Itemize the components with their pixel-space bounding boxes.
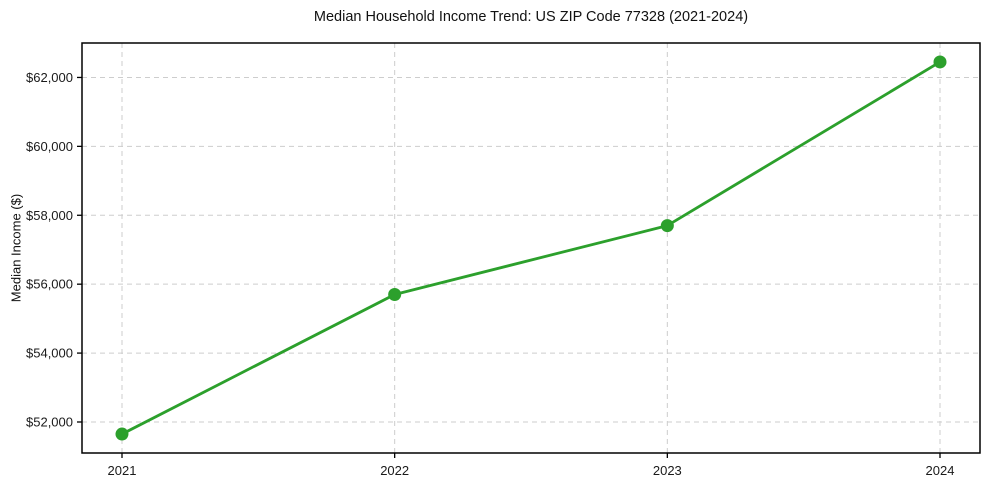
data-point-2021: [115, 427, 129, 441]
y-tick-label: $52,000: [26, 414, 73, 429]
x-tick-label: 2023: [653, 463, 682, 478]
x-tick-label: 2021: [108, 463, 137, 478]
y-tick-label: $58,000: [26, 208, 73, 223]
plot-border: [81, 42, 981, 454]
x-tick-label: 2024: [926, 463, 955, 478]
x-tick-label: 2022: [380, 463, 409, 478]
data-point-2023: [660, 219, 674, 233]
chart-title: Median Household Income Trend: US ZIP Co…: [313, 9, 749, 25]
y-tick-label: $60,000: [26, 139, 73, 154]
data-point-2024: [933, 55, 947, 69]
y-tick-label: $62,000: [26, 70, 73, 85]
income-trend-line: [120, 60, 942, 436]
y-tick-label: $54,000: [26, 346, 73, 361]
y-tick-label: $56,000: [26, 277, 73, 292]
data-point-2022: [388, 288, 402, 302]
